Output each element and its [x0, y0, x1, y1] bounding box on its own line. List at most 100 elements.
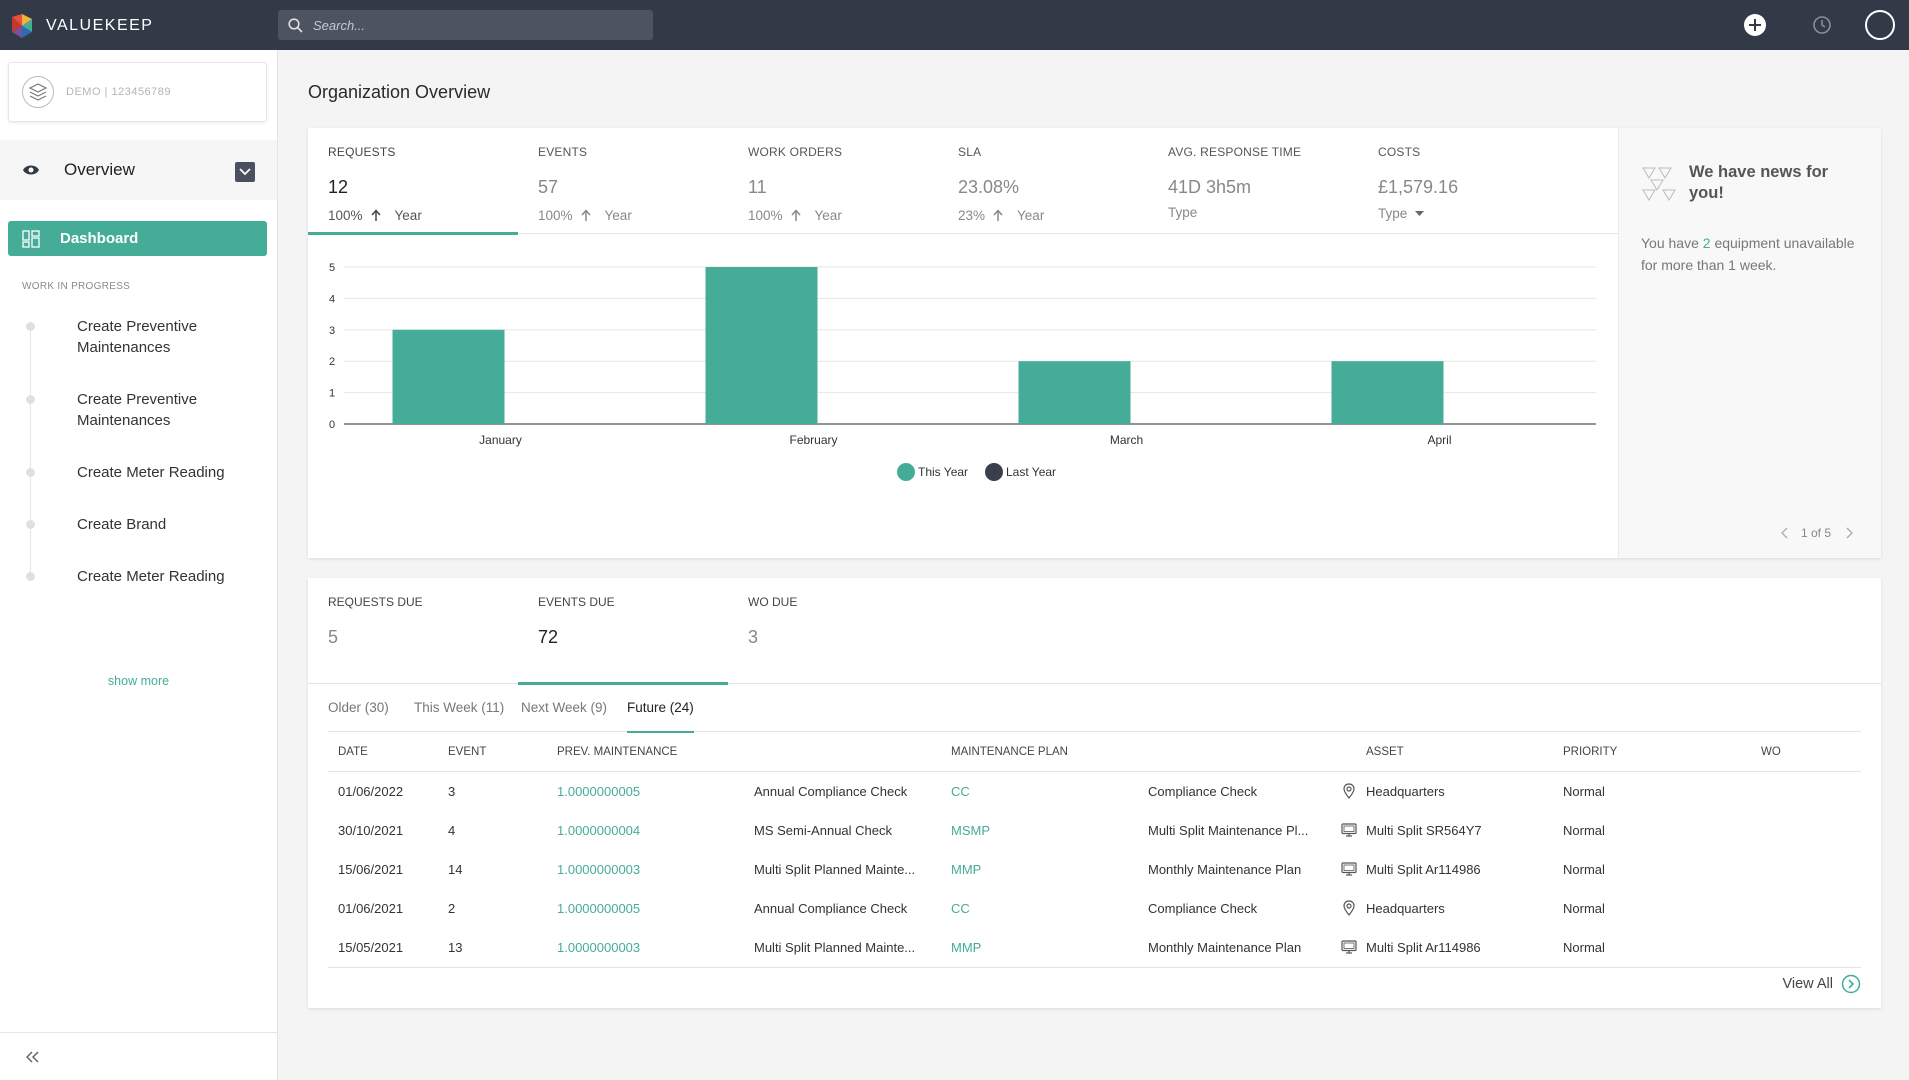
- kpi-type[interactable]: Type: [1168, 205, 1198, 220]
- search-box[interactable]: [278, 10, 653, 40]
- bar-this-year[interactable]: [392, 329, 505, 424]
- y-tick-label: 1: [329, 388, 335, 400]
- cell-pm-name: Annual Compliance Check: [754, 784, 908, 799]
- kpi-tab-requests[interactable]: REQUESTS 12 100% Year: [308, 128, 518, 235]
- kpi-period[interactable]: Year: [814, 208, 842, 223]
- kpi-tab-avg-response-time[interactable]: AVG. RESPONSE TIME 41D 3h5m Type: [1148, 128, 1358, 234]
- cell-pm-name: Annual Compliance Check: [754, 901, 908, 916]
- kpi-tab-work-orders[interactable]: WORK ORDERS 11 100% Year: [728, 128, 938, 234]
- history-icon[interactable]: [1810, 13, 1834, 37]
- cell-pm-code[interactable]: 1.0000000003: [557, 940, 641, 955]
- tab-older[interactable]: Older (30): [328, 700, 389, 715]
- chevron-left-icon[interactable]: [1781, 527, 1789, 539]
- wip-item-label[interactable]: Create Meter Reading: [77, 568, 225, 585]
- cell-pm-code[interactable]: 1.0000000004: [557, 823, 641, 838]
- sidebar-item-dashboard[interactable]: Dashboard: [8, 221, 267, 256]
- organization-selector[interactable]: DEMO | 123456789: [8, 62, 267, 122]
- column-header-prev-maintenance[interactable]: PREV. MAINTENANCE: [557, 746, 678, 758]
- top-bar: VALUEKEEP: [0, 0, 1909, 50]
- news-body: You have 2 equipment unavailable for mor…: [1641, 232, 1866, 276]
- column-header-priority[interactable]: PRIORITY: [1563, 746, 1618, 758]
- column-header-event[interactable]: EVENT: [448, 746, 487, 758]
- table-row[interactable]: 30/10/2021 4 1.0000000004 MS Semi-Annual Ch…: [328, 811, 1861, 850]
- collapse-sidebar-icon[interactable]: [26, 1051, 40, 1063]
- cell-plan-code[interactable]: CC: [951, 784, 970, 799]
- app-logo[interactable]: VALUEKEEP: [8, 13, 153, 39]
- kpi-tab-sla[interactable]: SLA 23.08% 23% Year: [938, 128, 1148, 234]
- kpi-label: AVG. RESPONSE TIME: [1168, 145, 1302, 159]
- due-tab-requests[interactable]: REQUESTS DUE 5: [308, 578, 518, 684]
- top-actions: [1659, 0, 1909, 50]
- news-count-link[interactable]: 2: [1702, 235, 1711, 251]
- cell-priority: Normal: [1563, 901, 1605, 916]
- bar-this-year[interactable]: [1331, 361, 1444, 424]
- table-row[interactable]: 01/06/2021 2 1.0000000005 Annual Compliance…: [328, 889, 1861, 928]
- cell-plan-code[interactable]: CC: [951, 901, 970, 916]
- tab-this-week[interactable]: This Week (11): [414, 700, 505, 715]
- kpi-tab-events[interactable]: EVENTS 57 100% Year: [518, 128, 728, 234]
- kpi-trend: 100% Year: [328, 208, 422, 223]
- overview-dropdown-toggle[interactable]: [235, 162, 255, 182]
- column-header-maintenance-plan[interactable]: MAINTENANCE PLAN: [951, 746, 1068, 758]
- kpi-tab-costs[interactable]: COSTS £1,579.16 Type: [1358, 128, 1568, 234]
- search-input[interactable]: [313, 17, 633, 33]
- cell-pm-code[interactable]: 1.0000000005: [557, 901, 641, 916]
- legend-swatch: [897, 463, 915, 481]
- kpi-type[interactable]: Type: [1378, 206, 1408, 221]
- wip-timeline: [30, 326, 31, 576]
- add-icon[interactable]: [1743, 13, 1767, 37]
- show-more-link[interactable]: show more: [107, 674, 170, 688]
- kpi-type-selector[interactable]: Type: [1378, 206, 1425, 221]
- cell-plan-code[interactable]: MSMP: [951, 823, 990, 838]
- cell-asset: Multi Split SR564Y7: [1366, 823, 1482, 838]
- due-tab-events[interactable]: EVENTS DUE 72: [518, 578, 728, 685]
- overview-label: Overview: [64, 160, 135, 179]
- column-header-asset[interactable]: ASSET: [1366, 746, 1404, 758]
- kpi-value: 11: [748, 177, 767, 197]
- arrow-right-circle-icon[interactable]: [1841, 974, 1861, 994]
- legend-item[interactable]: Last Year: [985, 463, 1056, 481]
- tab-future[interactable]: Future (24): [627, 700, 694, 733]
- kpi-label: SLA: [958, 145, 982, 159]
- eye-icon: [23, 165, 39, 175]
- news-title: We have news for you!: [1689, 163, 1829, 202]
- y-tick-label: 2: [329, 356, 335, 368]
- legend-item[interactable]: This Year: [897, 463, 968, 481]
- kpi-type-selector[interactable]: Type: [1168, 205, 1197, 220]
- chevron-down-icon: [239, 168, 251, 176]
- tab-next-week[interactable]: Next Week (9): [521, 700, 608, 715]
- cell-plan-code[interactable]: MMP: [951, 940, 982, 955]
- column-header-wo[interactable]: WO: [1761, 746, 1781, 758]
- bar-this-year[interactable]: [705, 267, 818, 424]
- wip-item-label[interactable]: Create Meter Reading: [77, 464, 225, 481]
- table-row[interactable]: 15/05/2021 13 1.0000000003 Multi Split Plan…: [328, 928, 1861, 967]
- cell-pm-name: MS Semi-Annual Check: [754, 823, 892, 838]
- due-label: WO DUE: [748, 595, 798, 609]
- wip-item-label[interactable]: Create Brand: [77, 516, 167, 533]
- cell-wo: [1761, 889, 1851, 928]
- column-header-date[interactable]: DATE: [338, 746, 368, 758]
- table-row[interactable]: 15/06/2021 14 1.0000000003 Multi Split Plan…: [328, 850, 1861, 889]
- view-all-link[interactable]: View All: [1782, 974, 1861, 994]
- chevron-right-icon[interactable]: [1845, 527, 1853, 539]
- kpi-period[interactable]: Year: [604, 208, 632, 223]
- cell-pm-code[interactable]: 1.0000000005: [557, 784, 641, 799]
- table-row[interactable]: 01/06/2022 3 1.0000000005 Annual Compliance…: [328, 772, 1861, 811]
- wip-item-label[interactable]: Create Preventive Maintenances: [77, 391, 198, 429]
- monitor-icon: [1341, 862, 1357, 876]
- due-tab-wo[interactable]: WO DUE 3: [728, 578, 938, 684]
- x-tick-label: March: [1110, 433, 1143, 447]
- cell-pm-code[interactable]: 1.0000000003: [557, 862, 641, 877]
- kpi-period[interactable]: Year: [394, 208, 422, 223]
- cell-plan-code[interactable]: MMP: [951, 862, 982, 877]
- y-tick-label: 4: [329, 293, 335, 305]
- overview-menu[interactable]: Overview: [0, 140, 277, 200]
- kpi-period[interactable]: Year: [1017, 208, 1045, 223]
- view-all-label[interactable]: View All: [1782, 976, 1833, 992]
- period-tabs: Older (30) This Week (11) Next Week (9) …: [328, 700, 1861, 733]
- user-avatar-icon[interactable]: [1865, 10, 1895, 40]
- news-panel: We have news for you! You have 2 equipme…: [1618, 128, 1881, 558]
- bar-this-year[interactable]: [1018, 361, 1131, 424]
- wip-item-label[interactable]: Create Preventive Maintenances: [77, 318, 198, 356]
- kpi-percent: 100%: [538, 208, 573, 223]
